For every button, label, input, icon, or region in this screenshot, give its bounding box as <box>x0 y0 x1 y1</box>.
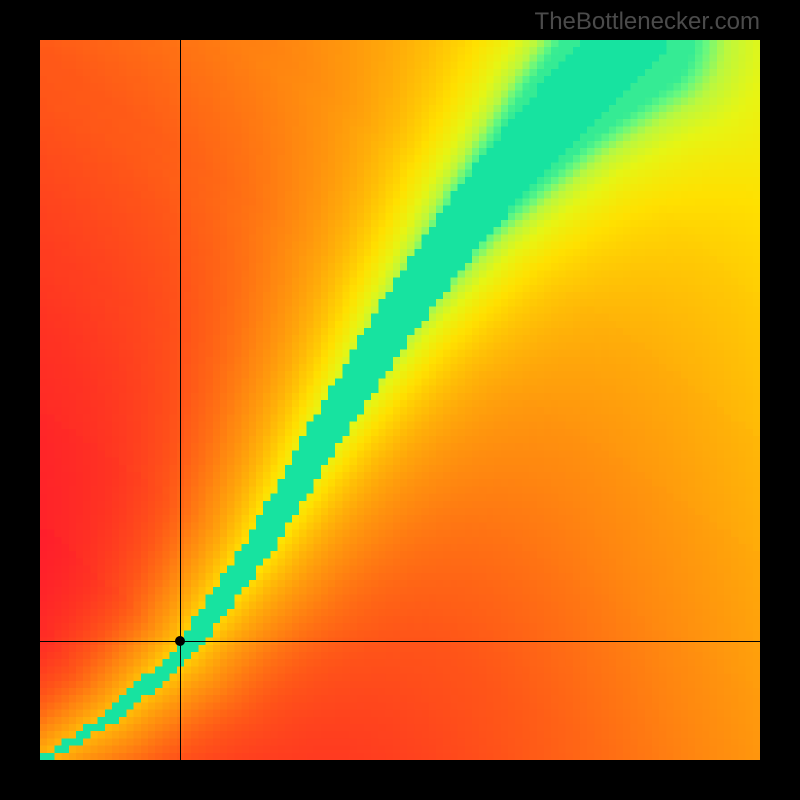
crosshair-horizontal <box>40 641 760 642</box>
watermark-label: TheBottlenecker.com <box>535 8 760 36</box>
crosshair-vertical <box>180 40 181 760</box>
chart-container: TheBottlenecker.com <box>0 0 800 800</box>
heatmap-canvas <box>40 40 760 760</box>
